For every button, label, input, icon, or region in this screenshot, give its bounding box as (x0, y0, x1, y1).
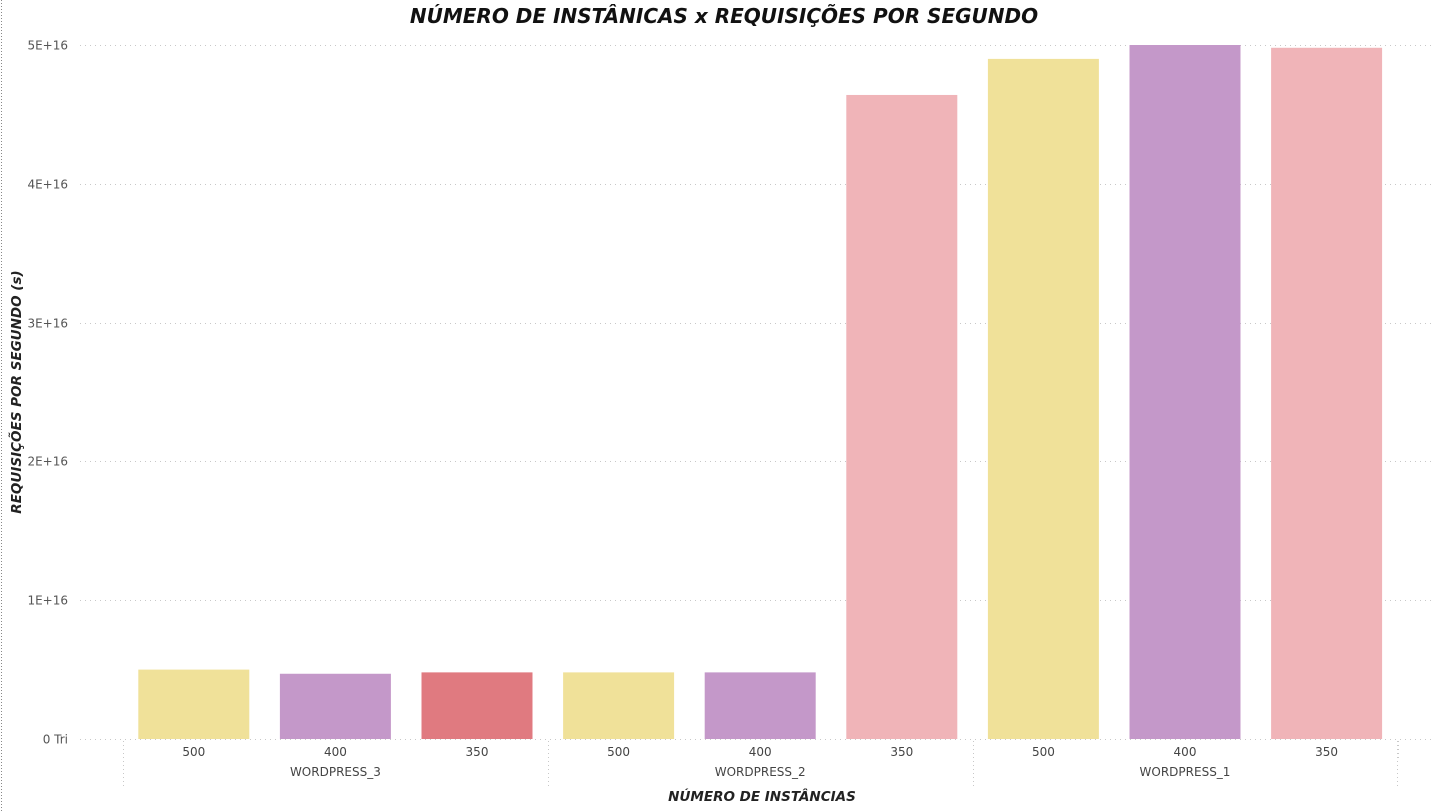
x-category-label: 400 (324, 745, 347, 759)
bar (279, 673, 391, 739)
y-axis-ticks: 0 Tri 1E+16 2E+16 3E+16 4E+16 5E+16 (27, 39, 68, 747)
x-axis-title: NÚMERO DE INSTÂNCIAS (668, 787, 856, 805)
x-group-label: WORDPRESS_1 (1140, 765, 1231, 779)
x-category-label: 500 (1032, 745, 1055, 759)
x-category-label: 350 (1315, 745, 1338, 759)
y-tick-label: 4E+16 (27, 178, 68, 192)
y-tick-label: 2E+16 (27, 455, 68, 469)
x-group-label: WORDPRESS_3 (290, 765, 381, 779)
bar (704, 672, 816, 739)
x-category-label: 350 (466, 745, 489, 759)
chart-title: NÚMERO DE INSTÂNICAS x REQUISIÇÕES POR S… (410, 4, 1038, 28)
bar (138, 669, 250, 739)
y-tick-label: 5E+16 (27, 39, 68, 53)
x-category-label: 500 (607, 745, 630, 759)
bar (1129, 45, 1241, 739)
bar (563, 672, 675, 739)
bar (987, 58, 1099, 739)
x-category-label: 400 (1174, 745, 1197, 759)
bars (138, 45, 1383, 739)
bar (1271, 47, 1383, 739)
y-tick-label: 0 Tri (43, 733, 68, 747)
bar (846, 94, 958, 739)
x-group-label: WORDPRESS_2 (715, 765, 806, 779)
bar (421, 672, 533, 739)
x-axis: 500 400 350 500 400 350 500 400 350 WORDPRESS_3 WO… (123, 741, 1399, 786)
y-tick-label: 1E+16 (27, 594, 68, 608)
y-tick-label: 3E+16 (27, 317, 68, 331)
gridlines (80, 45, 1434, 740)
x-category-label: 400 (749, 745, 772, 759)
x-category-label: 350 (890, 745, 913, 759)
x-category-label: 500 (182, 745, 205, 759)
y-axis-title: REQUISIÇÕES POR SEGUNDO (s) (7, 270, 25, 513)
